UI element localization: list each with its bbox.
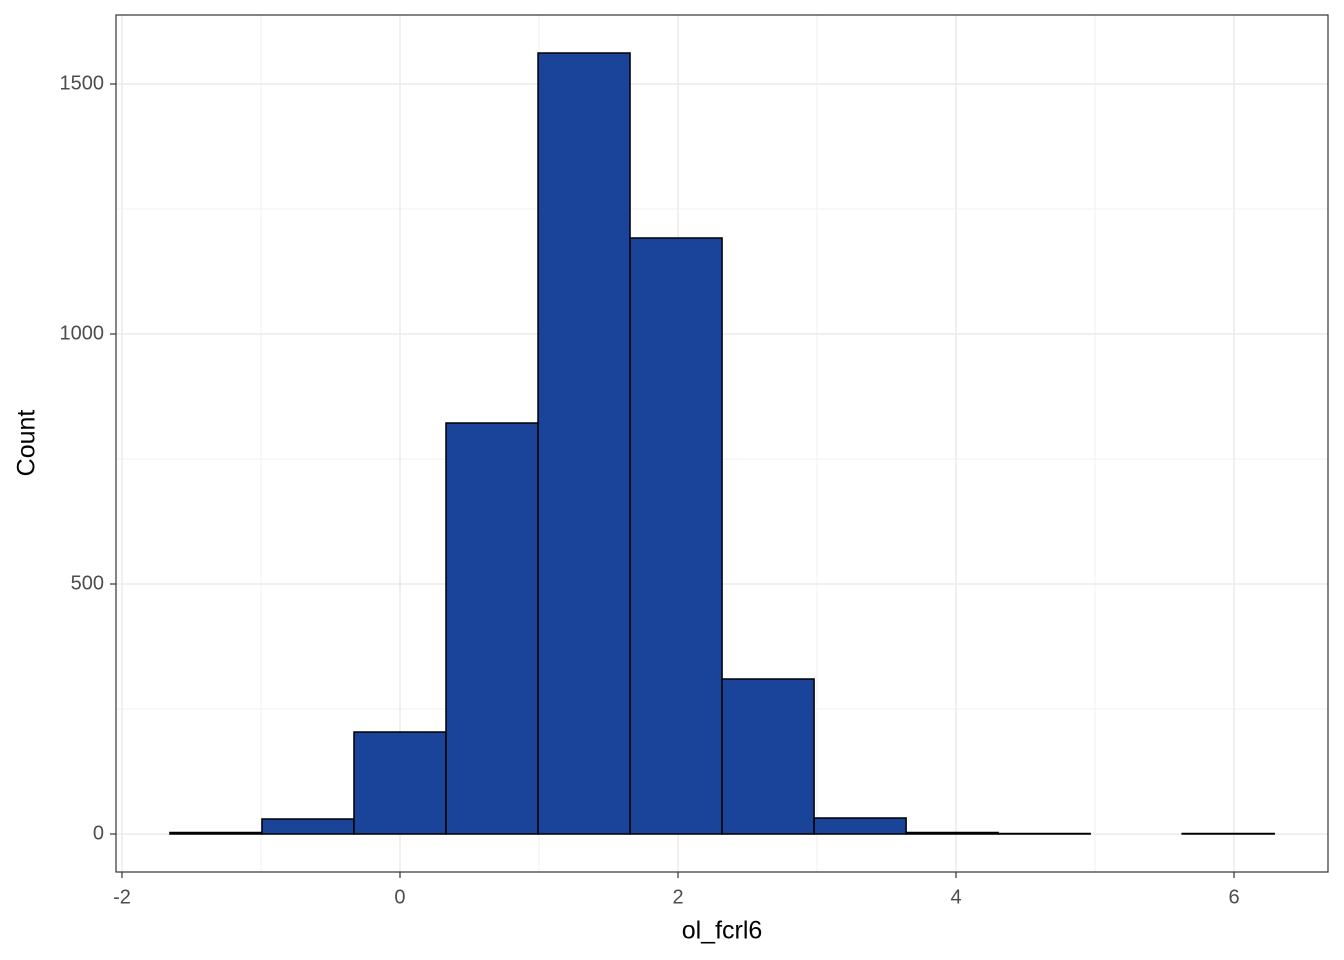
x-tick-label: -2 [113,886,131,908]
bar [445,422,539,835]
bar [261,818,355,835]
bar [537,52,631,835]
bar [997,832,1091,835]
y-tick-label: 0 [93,822,104,844]
y-axis-title: Count [13,410,41,477]
x-tick-label: 0 [394,886,405,908]
panel-border [115,14,1329,873]
y-tick-label: 1500 [60,72,105,94]
y-tick-label: 500 [71,572,104,594]
bar [353,731,447,835]
x-tick-label: 2 [672,886,683,908]
bar [905,831,999,835]
x-axis-title: ol_fcrl6 [682,917,763,945]
bar [629,237,723,835]
bar [169,831,263,835]
bar [1181,832,1275,835]
x-tick-label: 6 [1228,886,1239,908]
x-tick-label: 4 [950,886,961,908]
bar [721,678,815,835]
y-tick-label: 1000 [60,322,105,344]
bar [813,817,907,835]
